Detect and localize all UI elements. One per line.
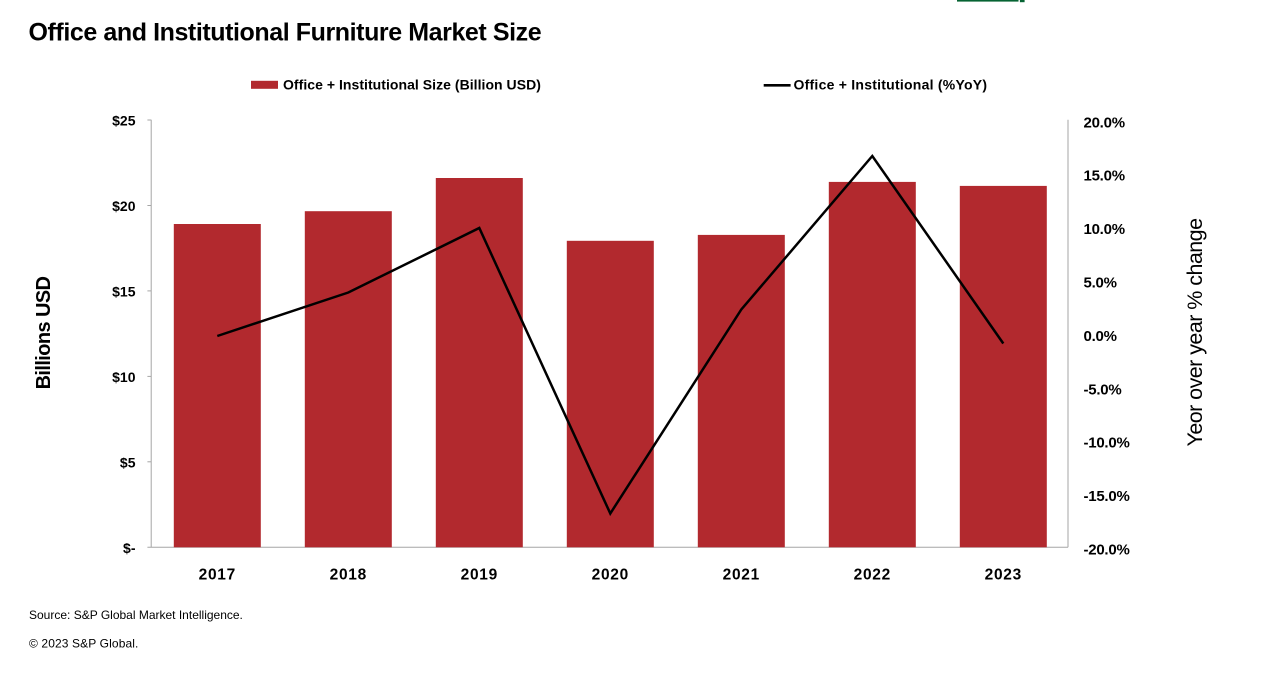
svg-text:Yeor over year % change: Yeor over year % change xyxy=(1183,219,1207,447)
svg-text:-5.0%: -5.0% xyxy=(1084,381,1122,398)
svg-text:2021: 2021 xyxy=(723,566,760,583)
svg-text:$25: $25 xyxy=(112,113,136,129)
svg-text:$20: $20 xyxy=(112,198,136,214)
svg-text:$15: $15 xyxy=(112,284,136,300)
svg-text:Office + Institutional (%YoY): Office + Institutional (%YoY) xyxy=(794,76,988,92)
svg-text:Billions USD: Billions USD xyxy=(33,276,55,389)
svg-text:0.0%: 0.0% xyxy=(1084,328,1117,345)
svg-text:10.0%: 10.0% xyxy=(1084,221,1125,238)
svg-text:20.0%: 20.0% xyxy=(1084,114,1125,131)
svg-text:2020: 2020 xyxy=(592,566,629,583)
svg-text:$10: $10 xyxy=(112,369,136,385)
svg-text:Office and Institutional Furni: Office and Institutional Furniture Marke… xyxy=(29,19,542,47)
svg-text:2019: 2019 xyxy=(461,566,498,583)
svg-text:2017: 2017 xyxy=(199,566,236,583)
svg-text:5.0%: 5.0% xyxy=(1084,275,1117,292)
svg-text:Office + Institutional Size (B: Office + Institutional Size (Billion USD… xyxy=(283,76,541,92)
svg-text:2023: 2023 xyxy=(985,566,1022,583)
svg-text:Source: S&P Global Market Inte: Source: S&P Global Market Intelligence. xyxy=(29,608,243,622)
svg-text:-10.0%: -10.0% xyxy=(1084,435,1130,452)
svg-text:2022: 2022 xyxy=(854,566,891,583)
svg-text:© 2023 S&P Global.: © 2023 S&P Global. xyxy=(29,636,139,650)
svg-text:$5: $5 xyxy=(120,455,136,471)
svg-text:2018: 2018 xyxy=(330,566,367,583)
svg-text:-15.0%: -15.0% xyxy=(1084,488,1130,505)
svg-text:-20.0%: -20.0% xyxy=(1084,542,1130,559)
svg-text:$-: $- xyxy=(123,540,136,556)
svg-text:15.0%: 15.0% xyxy=(1084,168,1125,185)
